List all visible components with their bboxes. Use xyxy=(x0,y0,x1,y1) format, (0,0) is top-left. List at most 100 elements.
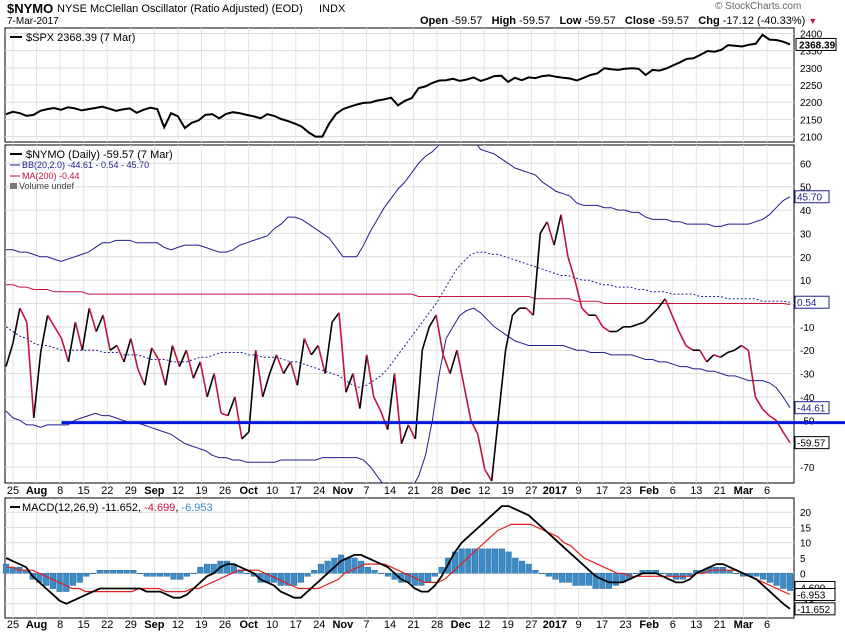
macd-histogram-bar xyxy=(592,573,599,589)
nymo-line-segment xyxy=(130,338,139,370)
nymo-line-segment xyxy=(643,314,652,323)
x-tick-label: 6 xyxy=(764,485,770,497)
macd-x-tick-label: 29 xyxy=(125,619,137,631)
nymo-line-segment xyxy=(81,308,91,351)
nymo-line-segment xyxy=(359,354,368,409)
x-tick-label: 26 xyxy=(219,485,231,497)
macd-x-tick-label: 6 xyxy=(764,619,770,631)
nymo-line-segment xyxy=(616,326,624,333)
macd-x-tick-label: 6 xyxy=(670,619,676,631)
nymo-line-segment xyxy=(303,338,313,356)
nymo-legend: $NYMO (Daily) -59.57 (7 Mar) BB(20,2.0) … xyxy=(10,149,173,191)
nymo-line-segment xyxy=(26,322,35,418)
open-label: Open xyxy=(420,15,449,27)
x-tick-label: 25 xyxy=(7,485,19,497)
nymo-legend-text: $NYMO (Daily) -59.57 (7 Mar) xyxy=(26,149,173,161)
nymo-line-segment xyxy=(504,315,514,351)
spx-ytick-label: 2150 xyxy=(800,115,823,126)
nymo-line-segment xyxy=(511,307,520,316)
ma-legend-text: MA(200) -0.44 xyxy=(22,171,80,181)
spx-ytick-label: 2350 xyxy=(800,47,823,58)
nymo-line-segment xyxy=(227,396,236,416)
macd-legend-v1: -11.652 xyxy=(101,502,138,514)
symbol-title: $NYMO xyxy=(7,1,54,16)
nymo-line-segment xyxy=(657,298,666,309)
nymo-line-segment xyxy=(32,352,42,419)
nymo-line-segment xyxy=(713,354,721,358)
x-tick-label: 28 xyxy=(431,485,443,497)
nymo-ytick-label: -20 xyxy=(800,346,815,357)
macd-ytick-label: 10 xyxy=(800,539,812,550)
macd-x-tick-label: 7 xyxy=(363,619,369,631)
nymo-line-segment xyxy=(477,434,486,470)
nymo-line-segment xyxy=(102,315,111,351)
nymo-line-segment xyxy=(254,350,264,398)
spx-ytick-label: 2100 xyxy=(800,133,823,144)
nymo-panel xyxy=(4,144,795,484)
nymo-line-segment xyxy=(157,359,167,386)
macd-x-tick-label: 17 xyxy=(596,619,608,631)
macd-value-box xyxy=(794,602,836,616)
x-tick-label: 22 xyxy=(101,485,113,497)
nymo-line-segment xyxy=(734,344,742,351)
x-tick-label: 27 xyxy=(525,485,537,497)
macd-histogram-bar xyxy=(492,548,499,574)
nymo-value-label: -59.57 xyxy=(797,439,826,450)
nymo-value-box xyxy=(794,190,830,204)
high-label: High xyxy=(491,15,517,27)
macd-x-tick-label: 28 xyxy=(431,619,443,631)
nymo-value-label: 45.70 xyxy=(797,193,822,204)
macd-histogram-bar xyxy=(559,573,566,583)
nymo-ytick-label: -40 xyxy=(800,393,815,404)
macd-histogram-bar xyxy=(425,573,432,583)
nymo-value-box xyxy=(794,295,830,309)
macd-histogram-bar xyxy=(337,554,345,574)
spx-line xyxy=(5,33,791,138)
x-tick-label: Feb xyxy=(639,485,659,497)
nymo-line-segment xyxy=(720,351,729,358)
macd-histogram-bar xyxy=(297,573,304,583)
macd-histogram-bar xyxy=(224,560,231,574)
macd-histogram-bar xyxy=(103,570,110,574)
nymo-line-segment xyxy=(497,350,507,416)
macd-histogram-bar xyxy=(244,573,251,574)
x-tick-label: Mar xyxy=(734,485,754,497)
nymo-line-segment xyxy=(60,338,70,363)
nymo-line-segment xyxy=(407,424,417,440)
nymo-ytick-label: 40 xyxy=(800,206,812,217)
nymo-line-segment xyxy=(116,345,125,363)
nymo-line-segment xyxy=(220,412,229,417)
nymo-value-label: 0.54 xyxy=(797,298,817,309)
x-tick-label: 23 xyxy=(620,485,632,497)
low-value: -59.57 xyxy=(584,15,616,27)
nymo-line-segment xyxy=(213,373,222,414)
spx-ytick-label: 2400 xyxy=(800,29,823,40)
macd-histogram-bar xyxy=(170,573,177,580)
macd-histogram-bar xyxy=(773,573,780,586)
x-tick-label: 19 xyxy=(502,485,514,497)
nymo-value-label: -44.61 xyxy=(797,404,826,415)
grid xyxy=(5,28,794,618)
macd-histogram-bar xyxy=(545,573,552,577)
macd-histogram-bar xyxy=(190,573,197,574)
nymo-line-segment xyxy=(67,322,77,363)
nymo-line-segment xyxy=(428,314,437,328)
macd-histogram-bar xyxy=(63,573,70,592)
macd-histogram-bar xyxy=(197,566,204,574)
ohlc-bar: Open -59.57 High -59.57 Low -59.57 Close… xyxy=(420,15,817,27)
macd-histogram-bar xyxy=(304,573,311,577)
nymo-line-segment xyxy=(490,415,500,482)
nymo-line-segment xyxy=(685,344,694,351)
nymo-line-segment xyxy=(678,331,687,346)
nymo-line-segment xyxy=(137,368,146,386)
macd-histogram-bar xyxy=(384,573,391,577)
macd-histogram-bar xyxy=(116,570,123,574)
nymo-line-segment xyxy=(532,233,542,316)
macd-histogram-bar xyxy=(163,573,170,577)
macd-signal-line xyxy=(6,523,791,596)
macd-histogram-bar xyxy=(130,570,137,574)
nymo-line-segment xyxy=(449,349,458,374)
nymo-line-segment xyxy=(706,354,715,363)
macd-histogram-bar xyxy=(143,573,150,577)
